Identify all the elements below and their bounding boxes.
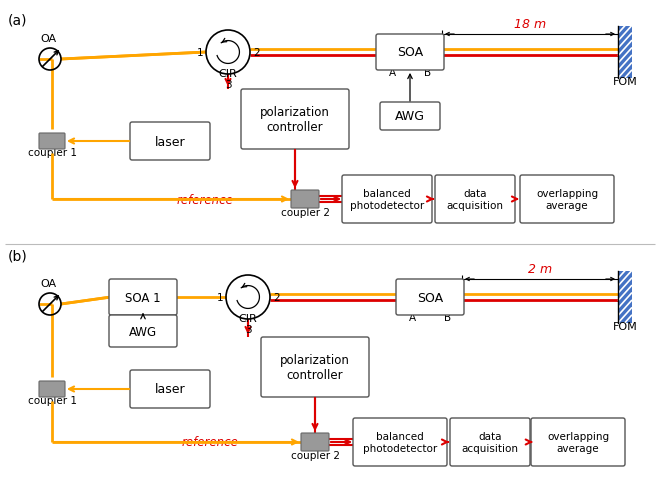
FancyBboxPatch shape — [291, 191, 319, 209]
Text: 3: 3 — [245, 324, 251, 334]
Text: 3: 3 — [224, 80, 231, 90]
Text: laser: laser — [154, 383, 185, 396]
Text: AWG: AWG — [395, 110, 425, 123]
Text: polarization
controller: polarization controller — [280, 353, 350, 381]
Text: SOA: SOA — [417, 291, 443, 304]
Text: AWG: AWG — [129, 325, 157, 338]
Text: FOM: FOM — [612, 321, 638, 332]
Text: 1: 1 — [216, 292, 223, 302]
FancyBboxPatch shape — [109, 279, 177, 316]
FancyBboxPatch shape — [301, 433, 329, 451]
Text: 2 m: 2 m — [528, 262, 552, 275]
Text: balanced
photodetector: balanced photodetector — [350, 189, 424, 211]
Text: data
acquisition: data acquisition — [461, 431, 519, 453]
Text: 1: 1 — [197, 48, 203, 58]
FancyBboxPatch shape — [531, 418, 625, 466]
Text: A: A — [409, 312, 416, 322]
Text: CIR: CIR — [218, 69, 238, 79]
Text: A: A — [389, 68, 395, 78]
Text: FOM: FOM — [612, 77, 638, 87]
FancyBboxPatch shape — [39, 134, 65, 150]
FancyBboxPatch shape — [520, 176, 614, 224]
Text: (b): (b) — [8, 249, 28, 263]
FancyBboxPatch shape — [261, 337, 369, 397]
Bar — [618, 27, 632, 79]
FancyBboxPatch shape — [353, 418, 447, 466]
Text: overlapping
average: overlapping average — [547, 431, 609, 453]
FancyBboxPatch shape — [450, 418, 530, 466]
Text: 2: 2 — [253, 48, 259, 58]
Text: 18 m: 18 m — [514, 18, 546, 31]
Bar — [618, 272, 632, 323]
FancyBboxPatch shape — [39, 381, 65, 397]
Text: reference: reference — [182, 436, 238, 449]
Text: SOA 1: SOA 1 — [125, 291, 161, 304]
FancyBboxPatch shape — [130, 123, 210, 161]
Text: polarization
controller: polarization controller — [260, 106, 330, 134]
Text: overlapping
average: overlapping average — [536, 189, 598, 211]
Text: coupler 1: coupler 1 — [28, 395, 77, 405]
Text: balanced
photodetector: balanced photodetector — [363, 431, 437, 453]
Text: laser: laser — [154, 135, 185, 148]
Text: CIR: CIR — [239, 313, 257, 323]
FancyBboxPatch shape — [130, 370, 210, 408]
FancyBboxPatch shape — [380, 103, 440, 131]
FancyBboxPatch shape — [396, 279, 464, 316]
Text: 2: 2 — [273, 292, 280, 302]
Text: data
acquisition: data acquisition — [447, 189, 504, 211]
FancyBboxPatch shape — [376, 35, 444, 71]
Text: SOA: SOA — [397, 46, 423, 60]
Text: coupler 2: coupler 2 — [290, 450, 339, 460]
Text: (a): (a) — [8, 14, 28, 28]
Text: B: B — [444, 312, 451, 322]
Text: coupler 1: coupler 1 — [28, 148, 77, 158]
Text: OA: OA — [40, 278, 56, 288]
Text: coupler 2: coupler 2 — [280, 208, 329, 217]
Text: B: B — [424, 68, 432, 78]
Text: OA: OA — [40, 34, 56, 44]
Text: reference: reference — [177, 193, 234, 206]
FancyBboxPatch shape — [241, 90, 349, 150]
FancyBboxPatch shape — [342, 176, 432, 224]
FancyBboxPatch shape — [435, 176, 515, 224]
FancyBboxPatch shape — [109, 316, 177, 348]
